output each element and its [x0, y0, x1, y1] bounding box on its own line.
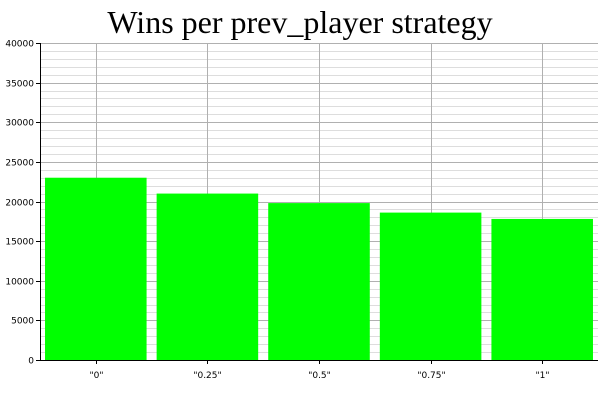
- bar: [156, 193, 259, 360]
- x-tick-label: "0": [89, 371, 103, 381]
- x-tick-label: "1": [535, 371, 549, 381]
- y-tick-label: 40000: [5, 40, 34, 50]
- bar: [491, 218, 593, 360]
- bars: [45, 177, 593, 360]
- y-tick-label: 10000: [5, 278, 34, 288]
- y-tick-label: 35000: [5, 80, 34, 90]
- tick-labels: 0 5000 10000 15000 20000 25000 30000 35000 40000…: [5, 40, 549, 382]
- x-tick-label: "0.25": [193, 371, 221, 381]
- x-tick-label: "0.5": [308, 371, 331, 381]
- y-tick-label: 5000: [11, 317, 34, 327]
- y-tick-label: 30000: [5, 119, 34, 129]
- axes: [36, 43, 598, 364]
- x-tick-label: "0.75": [417, 371, 445, 381]
- y-tick-label: 15000: [5, 238, 34, 248]
- y-tick-label: 20000: [5, 199, 34, 209]
- bar: [379, 212, 482, 360]
- chart-title: Wins per prev_player strategy: [107, 4, 493, 40]
- bar: [45, 177, 147, 360]
- bar: [268, 203, 370, 360]
- y-tick-label: 0: [28, 357, 34, 367]
- y-tick-label: 25000: [5, 159, 34, 169]
